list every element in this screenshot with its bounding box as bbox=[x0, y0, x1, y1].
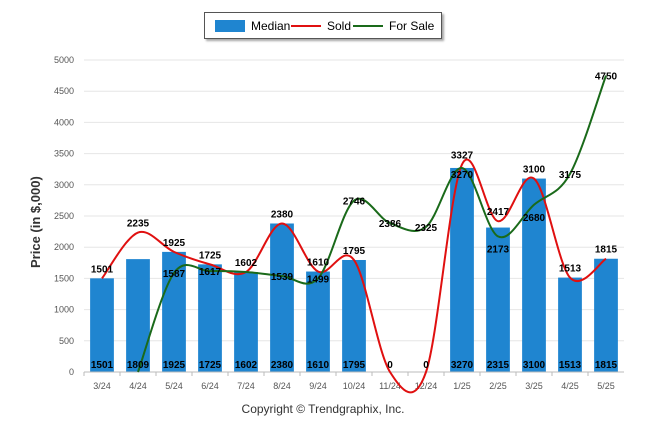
sold-value-label: 3100 bbox=[523, 165, 546, 176]
forsale-value-label: 1539 bbox=[271, 272, 294, 283]
y-tick-label: 3500 bbox=[54, 149, 74, 159]
bar-base-label: 1501 bbox=[91, 360, 114, 371]
y-tick-label: 2500 bbox=[54, 211, 74, 221]
legend-swatch-median bbox=[215, 20, 245, 32]
copyright-credit: Copyright © Trendgraphix, Inc. bbox=[241, 402, 405, 416]
chart-legend: Median Sold For Sale bbox=[204, 12, 442, 39]
bar-base-label: 1815 bbox=[595, 360, 618, 371]
bar-base-label: 1602 bbox=[235, 360, 258, 371]
bar-base-label: 1809 bbox=[127, 360, 150, 371]
bar-median bbox=[126, 259, 150, 372]
bar-base-label: 1795 bbox=[343, 360, 366, 371]
bar-base-label: 2380 bbox=[271, 360, 294, 371]
bar-base-label: 0 bbox=[423, 360, 429, 371]
x-tick-label: 8/24 bbox=[273, 381, 291, 391]
legend-label-median: Median bbox=[251, 19, 291, 33]
y-tick-label: 3000 bbox=[54, 180, 74, 190]
y-tick-label: 0 bbox=[69, 367, 74, 377]
bar-median bbox=[558, 277, 582, 372]
sold-value-label: 1610 bbox=[307, 258, 330, 269]
forsale-value-label: 2680 bbox=[523, 213, 546, 224]
legend-item-forsale: For Sale bbox=[353, 19, 434, 33]
bar-base-label: 0 bbox=[387, 360, 393, 371]
x-tick-label: 4/25 bbox=[561, 381, 579, 391]
sold-value-label: 1925 bbox=[163, 238, 186, 249]
legend-item-median: Median bbox=[215, 19, 290, 33]
bar-median bbox=[306, 271, 330, 372]
forsale-value-label: 3175 bbox=[559, 170, 582, 181]
legend-swatch-forsale bbox=[353, 25, 383, 27]
legend-label-sold: Sold bbox=[327, 19, 352, 33]
line-for-sale bbox=[137, 75, 607, 373]
legend-item-sold: Sold bbox=[291, 19, 351, 33]
x-tick-label: 9/24 bbox=[309, 381, 327, 391]
bar-base-label: 3100 bbox=[523, 360, 546, 371]
forsale-value-label: 3270 bbox=[451, 170, 474, 181]
forsale-value-label: 1499 bbox=[307, 274, 330, 285]
bar-median bbox=[450, 167, 474, 372]
forsale-value-label: 4750 bbox=[595, 72, 618, 83]
x-tick-label: 7/24 bbox=[237, 381, 255, 391]
x-tick-label: 12/24 bbox=[415, 381, 438, 391]
y-tick-label: 4000 bbox=[54, 117, 74, 127]
forsale-value-label: 2386 bbox=[379, 219, 402, 230]
bar-median bbox=[90, 278, 114, 372]
x-tick-label: 5/24 bbox=[165, 381, 183, 391]
bar-base-label: 1513 bbox=[559, 360, 582, 371]
sold-value-label: 2235 bbox=[127, 219, 150, 230]
bar-median bbox=[270, 223, 294, 372]
forsale-value-label: 2173 bbox=[487, 244, 510, 255]
bar-median bbox=[234, 272, 258, 372]
sold-value-label: 1602 bbox=[235, 258, 258, 269]
forsale-value-label: 1617 bbox=[199, 267, 222, 278]
forsale-value-label: 2325 bbox=[415, 223, 438, 234]
bar-median bbox=[486, 227, 510, 372]
x-tick-label: 3/24 bbox=[93, 381, 111, 391]
x-tick-label: 11/24 bbox=[379, 381, 401, 391]
sold-value-label: 1815 bbox=[595, 245, 618, 256]
x-tick-label: 4/24 bbox=[129, 381, 147, 391]
x-tick-label: 2/25 bbox=[489, 381, 507, 391]
x-tick-label: 3/25 bbox=[525, 381, 543, 391]
y-tick-label: 1000 bbox=[54, 305, 74, 315]
bar-base-label: 1610 bbox=[307, 360, 330, 371]
bar-base-label: 1925 bbox=[163, 360, 186, 371]
bar-median bbox=[198, 264, 222, 372]
bar-base-label: 1725 bbox=[199, 360, 222, 371]
sold-value-label: 3327 bbox=[451, 150, 474, 161]
sold-value-label: 2417 bbox=[487, 207, 510, 218]
y-tick-label: 4500 bbox=[54, 86, 74, 96]
bar-base-label: 3270 bbox=[451, 360, 474, 371]
x-tick-label: 6/24 bbox=[201, 381, 219, 391]
bar-median bbox=[522, 178, 546, 372]
line-sold bbox=[101, 158, 607, 394]
sold-value-label: 2380 bbox=[271, 209, 294, 220]
forsale-value-label: 1587 bbox=[163, 269, 186, 280]
x-tick-label: 10/24 bbox=[343, 381, 366, 391]
legend-label-forsale: For Sale bbox=[389, 19, 435, 33]
y-axis-title: Price (in $,000) bbox=[28, 176, 43, 268]
x-tick-label: 1/25 bbox=[453, 381, 471, 391]
y-tick-label: 500 bbox=[59, 336, 74, 346]
sold-value-label: 1795 bbox=[343, 246, 366, 257]
sold-value-label: 1725 bbox=[199, 250, 222, 261]
bar-base-label: 2315 bbox=[487, 360, 510, 371]
sold-value-label: 1501 bbox=[91, 264, 114, 275]
y-tick-label: 5000 bbox=[54, 55, 74, 65]
x-tick-label: 5/25 bbox=[597, 381, 615, 391]
forsale-value-label: 2746 bbox=[343, 197, 366, 208]
bar-median bbox=[342, 259, 366, 372]
sold-value-label: 1513 bbox=[559, 264, 582, 275]
bar-median bbox=[594, 258, 618, 372]
y-tick-label: 1500 bbox=[54, 273, 74, 283]
y-tick-label: 2000 bbox=[54, 242, 74, 252]
legend-swatch-sold bbox=[291, 25, 321, 27]
